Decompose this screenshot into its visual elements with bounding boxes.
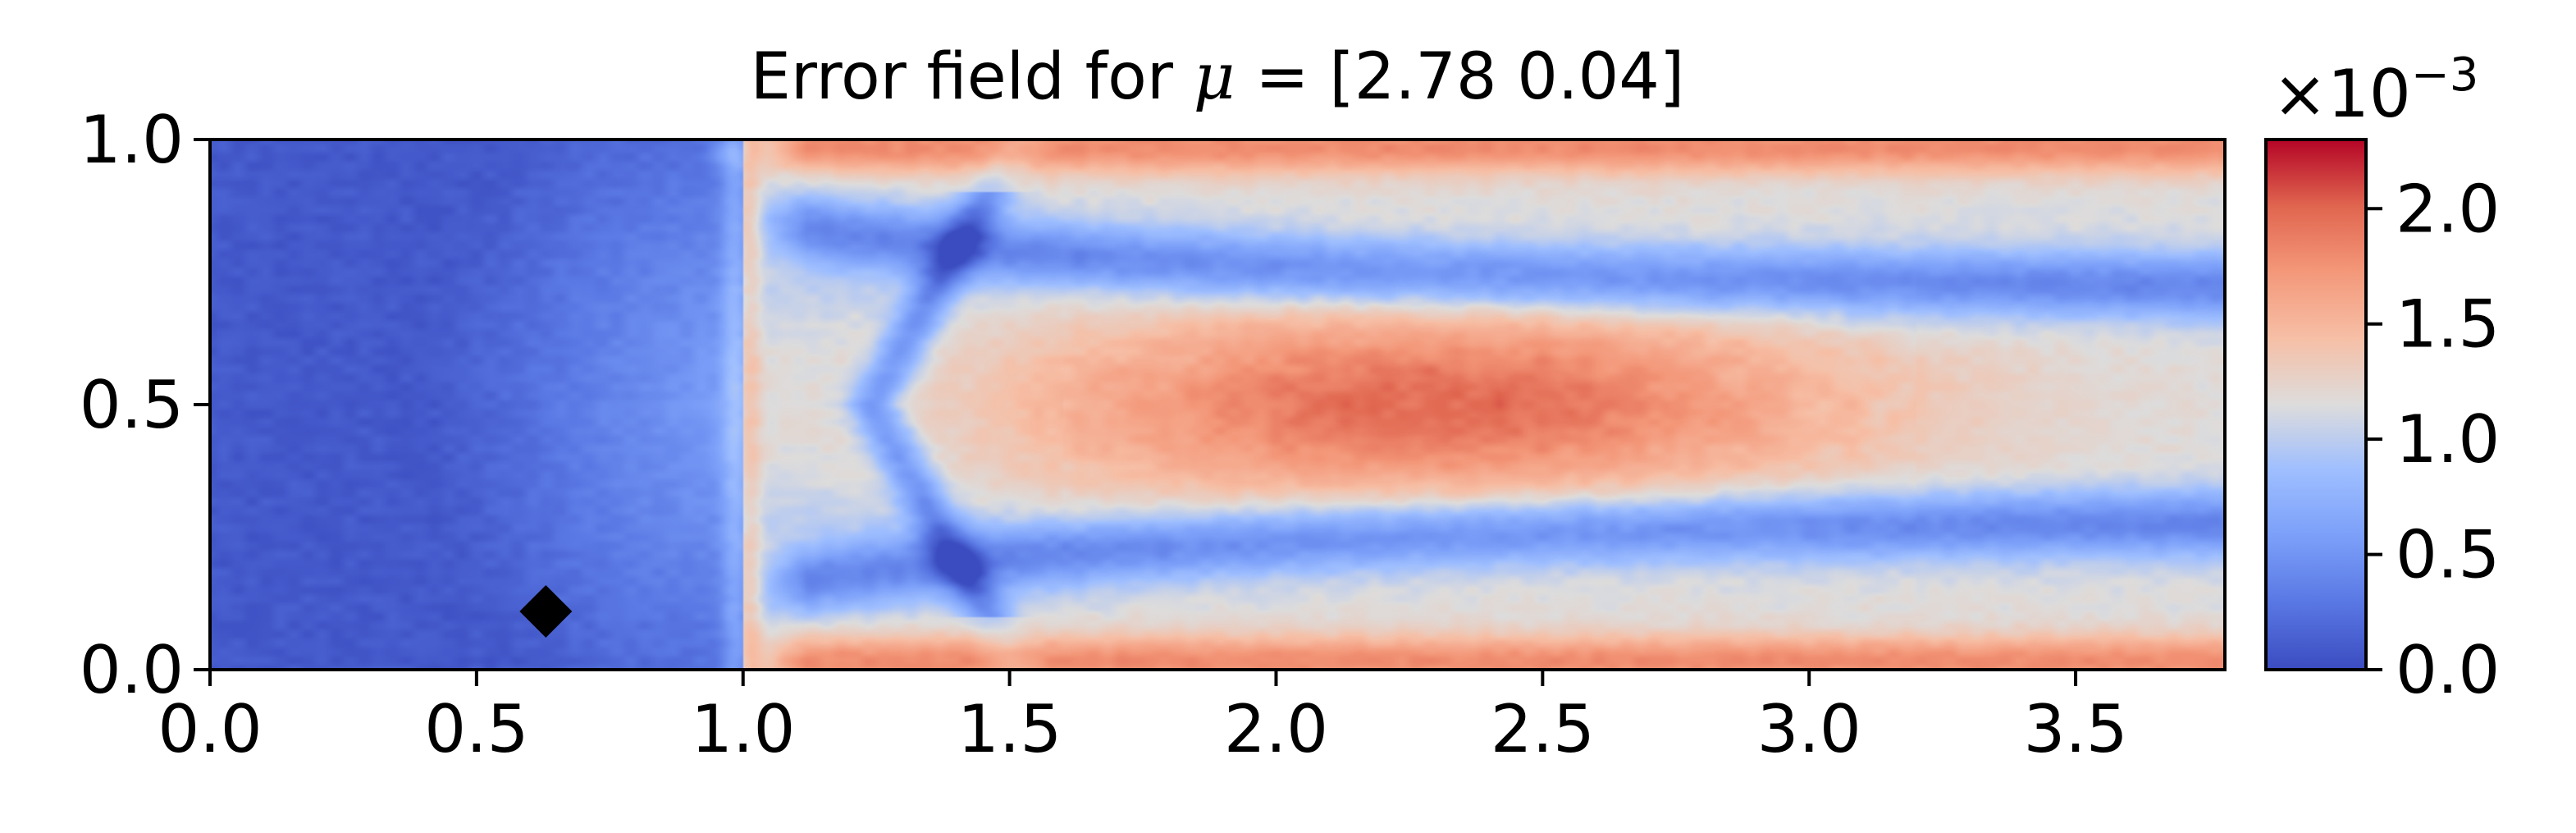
y-tick-label: 0.5: [80, 367, 184, 443]
y-axis: 0.0 0.5 1.0: [80, 102, 210, 708]
marker-layer: [519, 584, 573, 638]
x-tick-label: 1.0: [691, 691, 795, 767]
x-tick-label: 3.0: [1757, 691, 1861, 767]
y-tick-label: 1.0: [80, 102, 184, 178]
x-tick-label: 3.5: [2023, 691, 2127, 767]
colorbar-tick-label: 1.0: [2396, 401, 2500, 478]
colorbar-tick-label: 0.0: [2396, 632, 2500, 708]
colorbar-tick-label: 2.0: [2396, 171, 2500, 247]
x-tick-label: 1.5: [957, 691, 1062, 767]
x-tick-label: 0.5: [424, 691, 528, 767]
x-tick-label: 2.0: [1224, 691, 1328, 767]
colorbar-scale-label: ×10−3: [2272, 48, 2478, 132]
error-field-heatmap: [210, 140, 2225, 670]
colorbar: [2266, 140, 2366, 670]
colorbar-scale-exponent: −3: [2411, 48, 2479, 102]
x-tick-label: 2.5: [1491, 691, 1595, 767]
marker-diamond: [519, 584, 573, 638]
x-tick-label: 0.0: [158, 691, 262, 767]
colorbar-scale-base: ×10: [2272, 56, 2411, 132]
colorbar-axis: 0.0 0.5 1.0 1.5 2.0: [2366, 171, 2500, 708]
title-prefix: Error field for: [751, 40, 1194, 114]
title-symbol: μ: [1194, 40, 1235, 114]
x-axis: 0.0 0.5 1.0 1.5 2.0 2.5 3.0 3.5: [158, 670, 2128, 767]
colorbar-frame: [2264, 138, 2368, 671]
y-tick-label: 0.0: [80, 632, 184, 708]
colorbar-tick-label: 1.5: [2396, 286, 2500, 363]
colorbar-tick-label: 0.5: [2396, 517, 2500, 593]
title-suffix: = [2.78 0.04]: [1235, 40, 1684, 114]
chart-title: Error field for μ = [2.78 0.04]: [751, 40, 1685, 114]
